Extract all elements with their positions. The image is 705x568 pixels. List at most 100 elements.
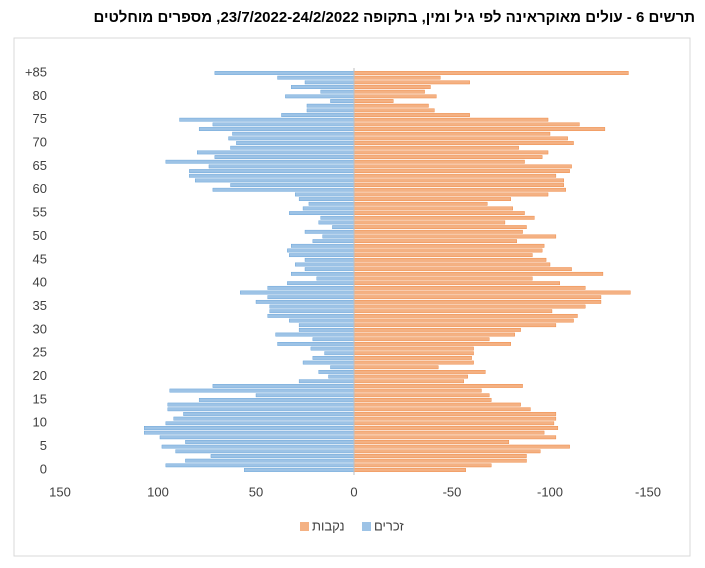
bar <box>353 374 468 379</box>
bar <box>244 468 355 472</box>
bar <box>353 150 549 155</box>
bar <box>320 215 355 220</box>
y-tick-label: 55 <box>33 205 47 220</box>
bar <box>353 99 394 103</box>
bar <box>353 412 557 416</box>
y-tick-label: 5 <box>40 438 47 453</box>
bar <box>304 80 355 85</box>
bar <box>353 211 525 215</box>
bar <box>306 103 355 108</box>
bar <box>353 444 570 449</box>
bar <box>353 192 549 197</box>
bar <box>353 351 474 356</box>
bar <box>281 113 355 117</box>
bar <box>353 313 578 318</box>
bar <box>353 169 570 173</box>
bar <box>353 197 512 201</box>
bar <box>353 299 602 304</box>
bar <box>353 80 470 85</box>
bar <box>353 430 545 435</box>
x-tick-label: -50 <box>443 484 462 499</box>
bar <box>353 71 629 75</box>
bar <box>198 127 355 131</box>
bar <box>353 234 557 239</box>
x-tick-label: 100 <box>147 484 169 499</box>
bar <box>353 388 482 393</box>
bar <box>353 449 541 454</box>
chart-title: תרשים 6 - עולים מאוקראינה לפי גיל ומין, … <box>93 9 695 26</box>
legend-swatch <box>300 522 309 531</box>
y-tick-label: 20 <box>33 368 47 383</box>
bar <box>267 313 355 318</box>
bar <box>310 346 355 351</box>
bar <box>353 206 513 211</box>
bar <box>312 239 355 244</box>
bar <box>353 407 531 412</box>
bar <box>353 89 425 94</box>
bar <box>353 257 547 262</box>
bar <box>318 220 355 225</box>
bar <box>353 365 439 370</box>
bar <box>291 271 355 276</box>
bar <box>304 229 355 234</box>
bar <box>353 398 492 402</box>
bar <box>210 454 355 458</box>
legend-label: נקבות <box>312 518 345 533</box>
bar <box>353 332 515 337</box>
bar <box>291 243 355 248</box>
bar <box>167 407 355 412</box>
bar <box>353 127 606 131</box>
legend-label: זכרים <box>374 518 404 533</box>
bar <box>298 323 355 328</box>
bar <box>173 416 355 421</box>
bar <box>312 337 355 342</box>
bar <box>165 463 355 468</box>
bar <box>353 85 431 89</box>
bar <box>353 164 572 169</box>
bar <box>353 458 527 463</box>
bar <box>353 421 555 426</box>
bar <box>353 384 523 388</box>
bar <box>308 201 355 206</box>
bar <box>302 206 355 211</box>
bar <box>298 328 355 332</box>
bar <box>353 276 533 281</box>
bar <box>267 285 355 290</box>
bar <box>277 342 355 346</box>
bar <box>353 328 521 332</box>
bar <box>255 393 355 398</box>
bar <box>353 304 586 309</box>
bar <box>320 89 355 94</box>
y-tick-label: 30 <box>33 321 47 336</box>
bar <box>214 71 355 75</box>
bar <box>353 318 574 323</box>
bar <box>161 444 355 449</box>
y-tick-label: 10 <box>33 415 47 430</box>
bar <box>189 173 355 178</box>
y-tick-label: 60 <box>33 181 47 196</box>
bar <box>353 267 572 272</box>
bar <box>267 295 355 300</box>
bar <box>353 290 631 295</box>
bar <box>353 342 512 346</box>
y-tick-label: +85 <box>25 64 47 79</box>
bar <box>285 94 355 99</box>
bar <box>353 178 564 183</box>
x-tick-label: -100 <box>537 484 563 499</box>
bar <box>353 262 551 267</box>
y-tick-label: 0 <box>40 461 47 476</box>
bar <box>353 103 429 108</box>
bar <box>306 108 355 113</box>
bar <box>353 281 561 286</box>
bar <box>228 136 355 141</box>
bar <box>353 136 568 141</box>
bar <box>353 271 604 276</box>
bar <box>165 421 355 426</box>
bar <box>353 426 559 430</box>
bar <box>289 318 355 323</box>
y-tick-label: 25 <box>33 345 47 360</box>
bar <box>298 379 355 384</box>
bar <box>240 290 355 295</box>
bar <box>295 192 355 197</box>
bar <box>144 426 355 430</box>
